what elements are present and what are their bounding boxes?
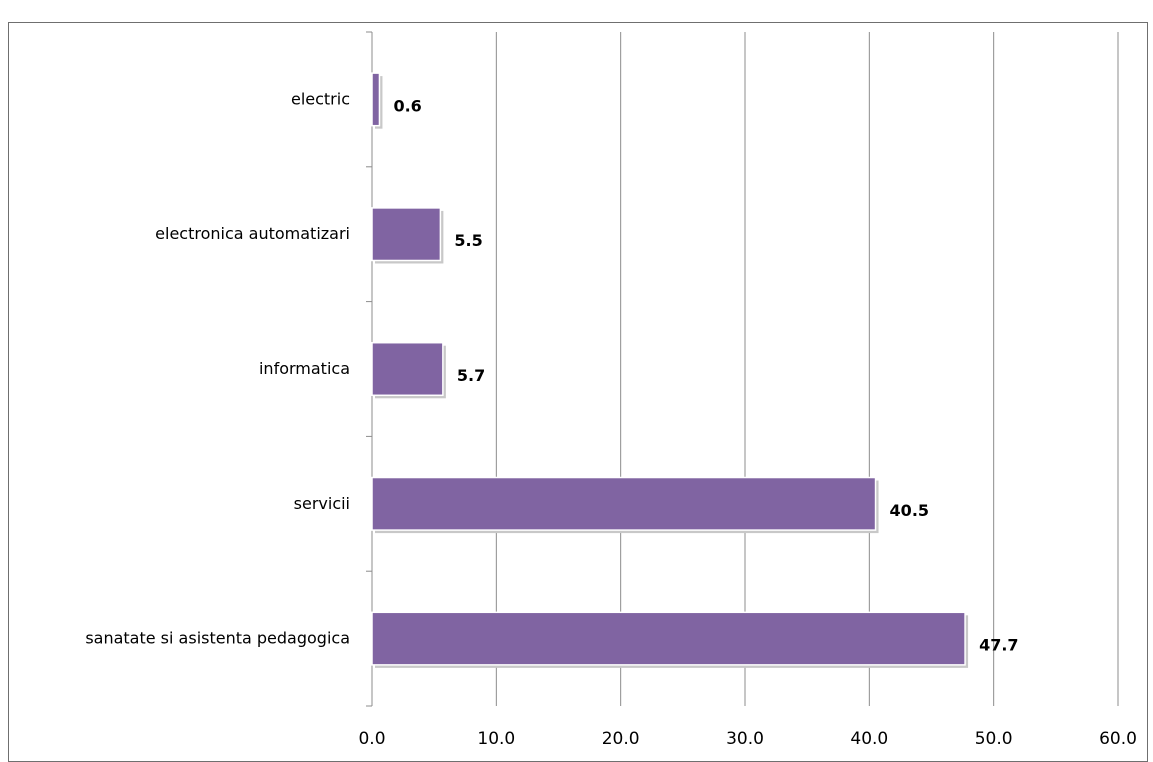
data-label: 5.7 [457, 366, 485, 385]
x-tick-label: 10.0 [477, 729, 515, 749]
x-tick-label: 40.0 [850, 729, 888, 749]
x-tick-label: 60.0 [1099, 729, 1137, 749]
x-tick-label: 50.0 [975, 729, 1013, 749]
category-label: electric [291, 89, 350, 108]
data-label: 40.5 [890, 501, 929, 520]
category-label: servicii [294, 494, 350, 513]
category-label: electronica automatizari [155, 224, 350, 243]
x-tick-label: 30.0 [726, 729, 764, 749]
bar [371, 72, 381, 127]
x-tick-label: 0.0 [358, 729, 385, 749]
bar [371, 341, 444, 397]
bar [371, 611, 966, 666]
category-label: informatica [259, 359, 350, 378]
category-label: sanatate si asistenta pedagogica [85, 629, 350, 648]
data-label: 0.6 [393, 96, 421, 115]
bar [371, 207, 442, 262]
x-tick-label: 20.0 [602, 729, 640, 749]
data-label: 47.7 [979, 636, 1018, 655]
data-label: 5.5 [454, 231, 482, 250]
bar [371, 476, 877, 531]
